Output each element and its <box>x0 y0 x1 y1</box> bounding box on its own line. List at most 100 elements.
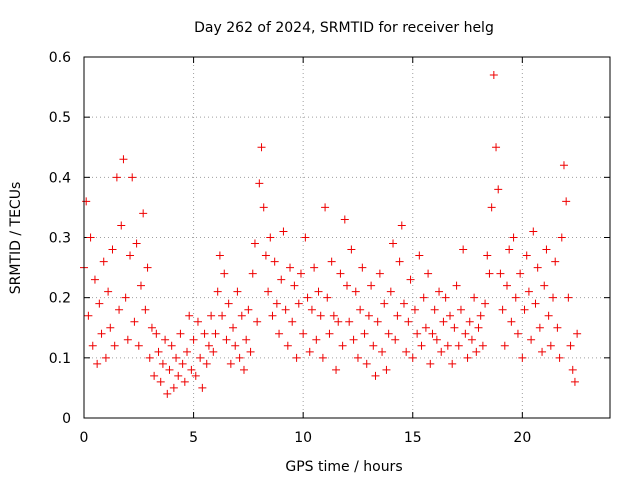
data-point <box>183 347 192 356</box>
data-point <box>110 341 119 350</box>
data-point <box>112 173 121 182</box>
data-point <box>474 323 483 332</box>
data-point <box>478 341 487 350</box>
data-point <box>134 341 143 350</box>
data-point <box>351 287 360 296</box>
data-point <box>524 287 533 296</box>
data-point <box>185 311 194 320</box>
data-point <box>158 359 167 368</box>
data-point <box>360 329 369 338</box>
data-point <box>237 311 246 320</box>
y-axis-label: SRMTID / TECUs <box>8 182 24 295</box>
data-point <box>169 383 178 392</box>
data-point <box>279 227 288 236</box>
x-tick-label: 20 <box>513 430 531 446</box>
data-point <box>84 311 93 320</box>
data-point <box>259 203 268 212</box>
data-point <box>108 245 117 254</box>
data-point <box>439 317 448 326</box>
data-point <box>419 293 428 302</box>
data-point <box>314 287 323 296</box>
y-tick-label: 0.5 <box>49 110 71 126</box>
data-point <box>520 305 529 314</box>
data-point <box>338 341 347 350</box>
data-point <box>90 275 99 284</box>
data-point <box>246 347 255 356</box>
data-points <box>80 71 582 398</box>
data-point <box>242 335 251 344</box>
data-point <box>511 293 520 302</box>
data-point <box>531 299 540 308</box>
data-point <box>292 353 301 362</box>
data-point <box>156 377 165 386</box>
data-point <box>104 287 113 296</box>
data-point <box>395 257 404 266</box>
data-point <box>218 311 227 320</box>
data-point <box>143 263 152 272</box>
data-point <box>281 305 290 314</box>
data-point <box>332 365 341 374</box>
data-point <box>373 317 382 326</box>
data-point <box>193 317 202 326</box>
data-point <box>253 317 262 326</box>
data-point <box>95 299 104 308</box>
data-point <box>229 323 238 332</box>
data-point <box>165 365 174 374</box>
data-point <box>540 281 549 290</box>
data-point <box>327 257 336 266</box>
data-point <box>264 287 273 296</box>
data-point <box>362 359 371 368</box>
data-point <box>356 305 365 314</box>
data-point <box>126 251 135 260</box>
data-point <box>204 341 213 350</box>
data-point <box>318 353 327 362</box>
data-point <box>345 317 354 326</box>
data-point <box>340 215 349 224</box>
data-point <box>353 353 362 362</box>
data-point <box>305 347 314 356</box>
data-point <box>555 353 564 362</box>
data-point <box>307 305 316 314</box>
data-point <box>389 239 398 248</box>
data-point <box>290 281 299 290</box>
data-point <box>167 341 176 350</box>
data-point <box>343 281 351 290</box>
data-point <box>189 335 198 344</box>
data-point <box>454 341 463 350</box>
data-point <box>200 329 209 338</box>
data-point <box>415 251 424 260</box>
data-point <box>82 197 91 206</box>
data-point <box>500 341 509 350</box>
data-point <box>224 299 233 308</box>
data-point <box>518 353 527 362</box>
data-point <box>303 293 312 302</box>
data-point <box>465 317 474 326</box>
data-point <box>161 335 170 344</box>
data-point <box>492 143 501 152</box>
data-point <box>145 353 154 362</box>
data-point <box>235 353 244 362</box>
data-point <box>516 269 525 278</box>
data-point <box>527 335 536 344</box>
data-point <box>509 233 518 242</box>
data-point <box>250 239 259 248</box>
data-point <box>459 245 468 254</box>
data-point <box>513 329 522 338</box>
data-point <box>384 329 393 338</box>
data-point <box>529 227 538 236</box>
data-point <box>174 371 183 380</box>
chart-title: Day 262 of 2024, SRMTID for receiver hel… <box>194 20 494 36</box>
data-point <box>564 293 573 302</box>
data-point <box>502 281 511 290</box>
data-point <box>544 311 553 320</box>
data-point <box>213 287 222 296</box>
data-point <box>417 341 426 350</box>
data-point <box>150 371 159 380</box>
data-point <box>364 311 373 320</box>
x-axis-ticks: 0 5 10 15 20 <box>80 57 531 446</box>
data-point <box>191 371 200 380</box>
data-point <box>549 293 558 302</box>
data-point <box>386 287 395 296</box>
data-point <box>202 359 211 368</box>
